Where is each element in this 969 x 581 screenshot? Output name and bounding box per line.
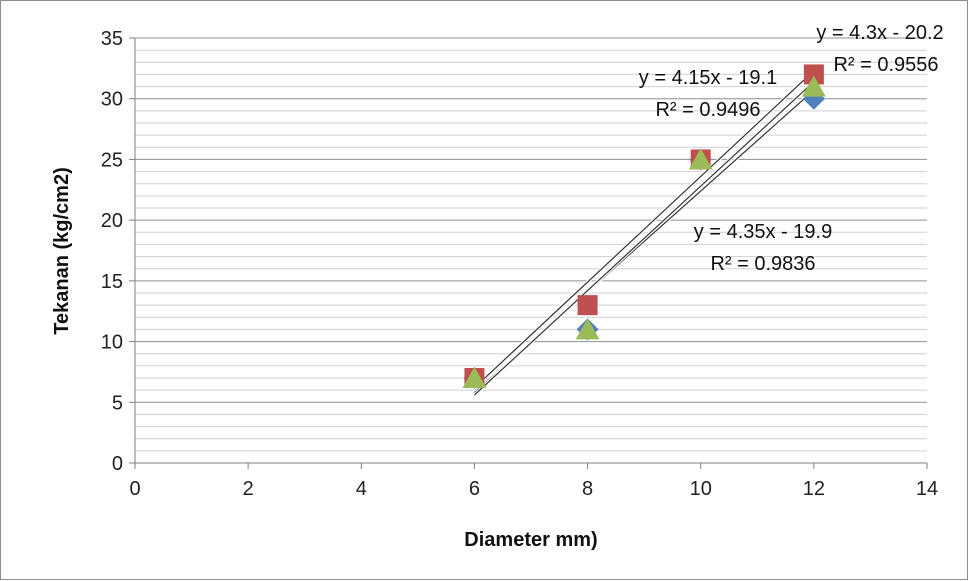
trendline-equation: y = 4.15x - 19.1 bbox=[639, 67, 777, 89]
y-axis-title: Tekanan (kg/cm2) bbox=[51, 167, 73, 334]
y-tick-label: 0 bbox=[112, 453, 123, 475]
x-tick-label: 2 bbox=[243, 478, 254, 500]
trendline-r-squared: R² = 0.9836 bbox=[710, 253, 815, 275]
square-point bbox=[577, 295, 598, 316]
x-tick-label: 10 bbox=[690, 478, 712, 500]
x-tick-label: 4 bbox=[356, 478, 367, 500]
trendline-equation: y = 4.35x - 19.9 bbox=[694, 221, 832, 243]
triangle-point bbox=[575, 318, 600, 340]
y-tick-label: 30 bbox=[101, 89, 123, 111]
y-tick-label: 10 bbox=[101, 332, 123, 354]
trendline-equation: y = 4.3x - 20.2 bbox=[816, 22, 943, 44]
gridlines bbox=[135, 37, 927, 452]
square-point bbox=[803, 64, 824, 85]
trendline bbox=[474, 81, 815, 396]
triangle-point bbox=[462, 367, 487, 388]
y-tick-label: 25 bbox=[101, 149, 123, 171]
x-tick-label: 6 bbox=[469, 478, 480, 500]
data-points bbox=[462, 64, 826, 389]
triangle-point bbox=[688, 148, 713, 170]
trendlines bbox=[473, 69, 816, 397]
x-axis-title: Diameter mm) bbox=[464, 529, 597, 551]
x-tick-label: 14 bbox=[916, 478, 938, 500]
trendline-annotations: y = 4.15x - 19.1 R² = 0.9496 y = 4.3x - 20… bbox=[639, 22, 944, 275]
trendline bbox=[474, 70, 815, 389]
trendline-r-squared: R² = 0.9496 bbox=[655, 99, 760, 121]
y-tick-label: 5 bbox=[112, 392, 123, 414]
y-tick-label: 15 bbox=[101, 271, 123, 293]
axes bbox=[129, 37, 928, 469]
triangle-point bbox=[801, 75, 826, 97]
x-tick-label: 0 bbox=[129, 478, 140, 500]
x-tick-label: 12 bbox=[803, 478, 825, 500]
tick-labels: 0 5 10 15 20 25 30 35 0 2 4 6 8 10 12 14 bbox=[101, 28, 938, 500]
x-tick-label: 8 bbox=[582, 478, 593, 500]
y-tick-label: 35 bbox=[101, 28, 123, 50]
y-tick-label: 20 bbox=[101, 210, 123, 232]
trendline-r-squared: R² = 0.9556 bbox=[833, 54, 938, 76]
